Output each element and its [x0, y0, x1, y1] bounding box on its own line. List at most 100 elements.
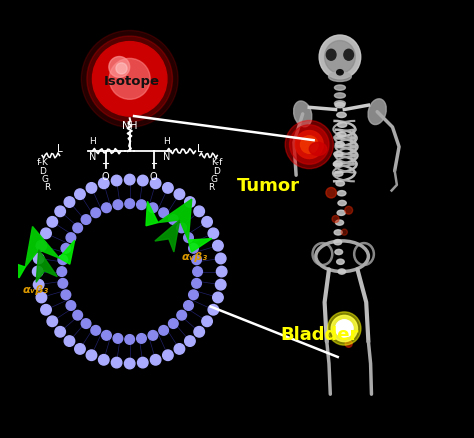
Circle shape [174, 189, 185, 199]
Ellipse shape [337, 112, 346, 117]
Circle shape [194, 327, 204, 337]
Circle shape [213, 292, 223, 303]
Ellipse shape [337, 70, 343, 75]
Text: G: G [42, 175, 49, 184]
Circle shape [295, 131, 323, 159]
Circle shape [345, 340, 352, 347]
Circle shape [73, 223, 82, 233]
Ellipse shape [350, 130, 356, 163]
Circle shape [125, 174, 135, 185]
Text: R: R [45, 183, 51, 192]
Circle shape [189, 244, 198, 253]
Circle shape [285, 120, 333, 169]
Circle shape [116, 63, 127, 74]
Circle shape [111, 357, 122, 368]
Text: Tumor: Tumor [237, 177, 300, 195]
Circle shape [111, 175, 122, 186]
Ellipse shape [328, 72, 351, 81]
Circle shape [81, 215, 91, 224]
Circle shape [159, 325, 168, 335]
Circle shape [137, 357, 148, 368]
Ellipse shape [327, 49, 336, 60]
Circle shape [91, 208, 100, 218]
Circle shape [61, 290, 71, 300]
Circle shape [82, 31, 178, 127]
Ellipse shape [337, 259, 344, 265]
Circle shape [109, 58, 150, 99]
Circle shape [99, 354, 109, 365]
Circle shape [101, 331, 111, 340]
Circle shape [41, 228, 51, 239]
Circle shape [290, 125, 329, 164]
Circle shape [202, 216, 212, 227]
Circle shape [137, 334, 146, 343]
Text: f-K: f-K [37, 158, 49, 166]
Circle shape [163, 183, 173, 193]
Circle shape [86, 350, 97, 360]
Ellipse shape [337, 122, 347, 127]
Circle shape [113, 200, 123, 209]
Ellipse shape [338, 269, 346, 274]
Circle shape [216, 279, 226, 290]
Circle shape [92, 42, 167, 116]
Text: O: O [102, 172, 109, 182]
Text: αᵥβ₃: αᵥβ₃ [22, 285, 48, 295]
Circle shape [183, 300, 193, 310]
Circle shape [125, 358, 135, 369]
Text: H: H [164, 137, 170, 146]
Circle shape [91, 325, 100, 335]
Circle shape [191, 279, 201, 288]
Circle shape [336, 320, 353, 337]
Circle shape [169, 319, 178, 328]
Ellipse shape [293, 101, 312, 127]
Circle shape [47, 316, 57, 327]
Circle shape [57, 267, 67, 276]
Circle shape [326, 187, 337, 198]
Circle shape [208, 304, 219, 315]
Text: N: N [89, 152, 96, 162]
Circle shape [36, 292, 47, 303]
Ellipse shape [335, 93, 346, 98]
Circle shape [189, 290, 198, 300]
Text: K-f: K-f [211, 158, 222, 166]
Circle shape [75, 189, 85, 199]
Circle shape [87, 36, 173, 122]
Circle shape [148, 203, 158, 212]
Circle shape [213, 240, 223, 251]
Text: O: O [150, 172, 157, 182]
Ellipse shape [335, 249, 343, 254]
Ellipse shape [337, 132, 346, 137]
Circle shape [216, 253, 226, 264]
Text: R: R [209, 183, 215, 192]
Circle shape [99, 178, 109, 189]
Circle shape [137, 200, 146, 209]
Circle shape [66, 300, 76, 310]
Ellipse shape [335, 101, 346, 106]
Circle shape [159, 208, 168, 218]
Circle shape [81, 319, 91, 328]
Circle shape [61, 244, 71, 253]
Circle shape [150, 178, 161, 189]
Circle shape [301, 136, 318, 153]
Circle shape [109, 57, 130, 78]
Circle shape [174, 344, 185, 354]
Circle shape [73, 311, 82, 320]
Circle shape [125, 199, 135, 208]
Circle shape [185, 336, 195, 346]
Text: L: L [57, 145, 63, 154]
Circle shape [55, 327, 65, 337]
Ellipse shape [334, 152, 343, 157]
Ellipse shape [338, 201, 346, 206]
Circle shape [341, 229, 347, 235]
Circle shape [58, 255, 68, 265]
Polygon shape [3, 259, 25, 278]
Circle shape [202, 316, 212, 327]
Ellipse shape [334, 230, 342, 235]
Text: Isotope: Isotope [104, 74, 160, 88]
Circle shape [169, 215, 178, 224]
Circle shape [101, 203, 111, 212]
Circle shape [66, 233, 76, 243]
Ellipse shape [334, 171, 343, 176]
Polygon shape [59, 240, 75, 264]
Text: L: L [197, 145, 203, 154]
